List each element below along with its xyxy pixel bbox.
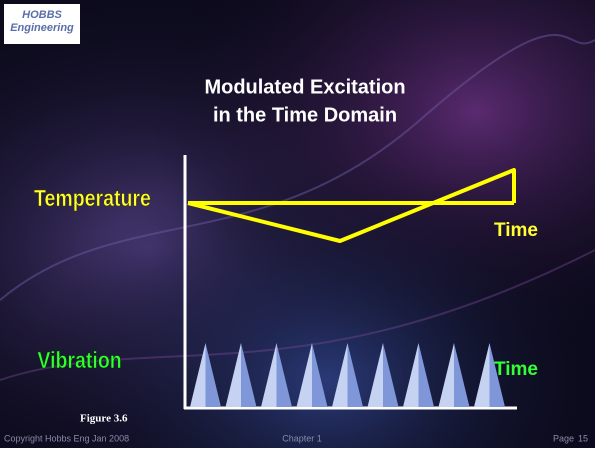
title: in the Time Domain <box>213 104 397 126</box>
footer-page-number: 15 <box>578 433 588 443</box>
logo-text: HOBBS <box>22 9 62 21</box>
footer-copyright: Copyright Hobbs Eng Jan 2008 <box>4 433 129 443</box>
footer-chapter: Chapter 1 <box>282 433 322 443</box>
vibration-label: Vibration <box>37 348 121 374</box>
figure-caption: Figure 3.6 <box>80 413 128 425</box>
footer-page: Page <box>553 433 574 443</box>
page: HOBBS Engineering Modulated Excitation i… <box>0 0 595 448</box>
slide: HOBBS Engineering Modulated Excitation i… <box>0 0 595 448</box>
title: Modulated Excitation <box>204 76 405 98</box>
time-label: Time <box>494 220 538 241</box>
logo-text: Engineering <box>10 22 74 34</box>
temperature-label: Temperature <box>34 186 151 212</box>
time-label: Time <box>494 359 538 380</box>
